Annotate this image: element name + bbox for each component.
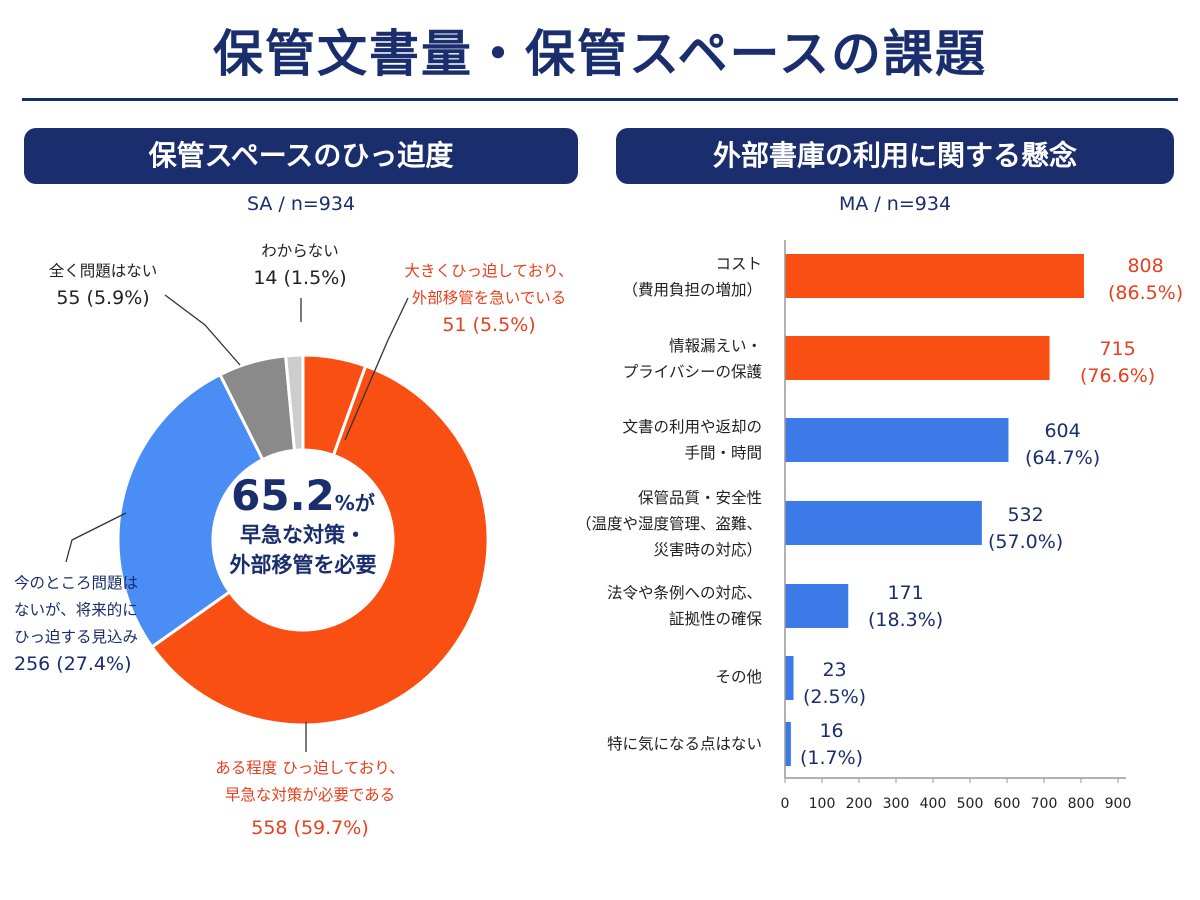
bar-none — [785, 722, 791, 766]
x-tick-label: 700 — [1031, 796, 1058, 812]
bar-category-legal: 法令や条例への対応、 証拠性の確保 — [606, 584, 762, 628]
bar-effort — [785, 418, 1009, 462]
bar-quality — [785, 501, 982, 545]
left-panel-sample: SA / n=934 — [246, 193, 356, 215]
slice-label-no-problem: 全く問題はない 55 (5.9%) — [48, 262, 158, 309]
center-percent-suffix: %が — [334, 491, 375, 515]
bar-category-effort: 文書の利用や返却の 手間・時間 — [622, 418, 762, 462]
leader-line-future — [65, 512, 127, 563]
bar-value-quality: 532 (57.0%) — [988, 504, 1064, 553]
x-tick-label: 500 — [957, 796, 984, 812]
donut-slice-moderate — [149, 364, 490, 727]
slice-label-unknown: わからない 14 (1.5%) — [253, 242, 347, 289]
donut-slice-unknown — [283, 353, 305, 453]
x-tick-label: 200 — [846, 796, 873, 812]
donut-center-text: 65.2%が 早急な対策・ 外部移管を必要 — [218, 472, 388, 580]
bar-value-legal: 171 (18.3%) — [868, 582, 944, 631]
center-line-1: 早急な対策・ — [240, 523, 366, 547]
bar-cost — [785, 254, 1084, 298]
bar-category-quality: 保管品質・安全性 （温度や湿度管理、盗難、 災害時の対応） — [575, 489, 762, 559]
slice-label-future: 今のところ問題は ないが、将来的に ひっ迫する見込み 256 (27.4%) — [14, 574, 139, 675]
x-tick-label: 300 — [883, 796, 910, 812]
donut-slice-future — [116, 372, 265, 649]
right-panel-sample: MA / n=934 — [838, 193, 952, 215]
bar-other — [785, 656, 794, 700]
bar-value-effort: 604 (64.7%) — [1025, 420, 1101, 469]
x-tick-label: 600 — [994, 796, 1021, 812]
slice-label-moderate: ある程度 ひっ迫しており、 早急な対策が必要である 558 (59.7%) — [215, 759, 405, 839]
bar-value-other: 23 (2.5%) — [803, 659, 867, 708]
bar-category-privacy: 情報漏えい・ プライバシーの保護 — [622, 337, 762, 381]
title-divider — [22, 98, 1178, 101]
bar-legal — [785, 584, 849, 628]
right-panel-heading: 外部書庫の利用に関する懸念 — [616, 128, 1174, 184]
left-panel-heading: 保管スペースのひっ迫度 — [24, 128, 578, 184]
bar-value-none: 16 (1.7%) — [800, 720, 864, 769]
slice-label-urgent: 大きくひっ迫しており、 外部移管を急いでいる 51 (5.5%) — [404, 262, 574, 336]
x-tick-label: 900 — [1105, 796, 1132, 812]
center-line-2: 外部移管を必要 — [229, 553, 377, 577]
bar-value-cost: 808 (86.5%) — [1108, 255, 1184, 304]
x-tick-label: 800 — [1068, 796, 1095, 812]
center-percent: 65.2 — [231, 471, 335, 520]
x-tick-label: 0 — [781, 796, 790, 812]
x-tick-label: 100 — [809, 796, 836, 812]
x-tick-label: 400 — [920, 796, 947, 812]
page-title: 保管文書量・保管スペースの課題 — [213, 25, 987, 83]
bar-privacy — [785, 336, 1050, 380]
bar-category-cost: コスト （費用負担の増加） — [622, 255, 762, 299]
bar-value-privacy: 715 (76.6%) — [1080, 338, 1156, 387]
bar-category-none: 特に気になる点はない — [606, 735, 762, 753]
leader-line-urgent — [344, 297, 409, 441]
bar-category-other: その他 — [715, 668, 762, 686]
leader-line-no-problem — [164, 294, 241, 366]
